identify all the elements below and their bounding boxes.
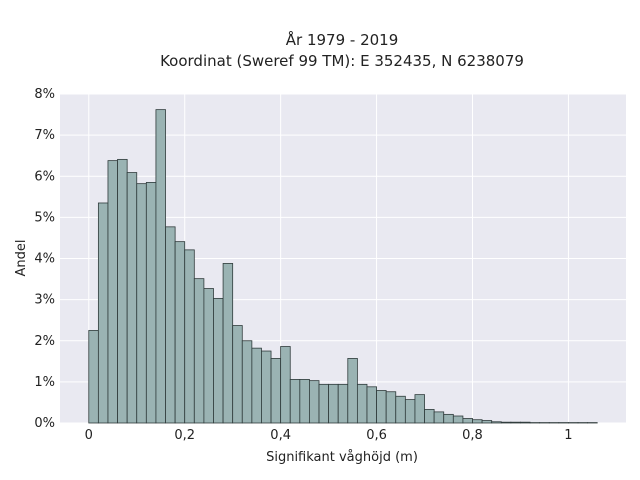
histogram-bar xyxy=(309,380,320,424)
histogram-bar xyxy=(452,415,464,424)
x-tick-label: 0,6 xyxy=(366,428,387,443)
histogram-bar xyxy=(203,288,214,424)
x-axis-ticks: 0 0,2 0,4 0,6 0,8 1 xyxy=(85,428,573,443)
y-tick-label: 2% xyxy=(34,334,55,349)
y-tick-label: 4% xyxy=(34,252,55,267)
histogram-bar xyxy=(241,340,253,424)
histogram-bar xyxy=(404,399,416,424)
histogram-bar xyxy=(433,411,445,424)
x-tick-label: 1 xyxy=(564,428,572,443)
y-tick-label: 8% xyxy=(34,87,55,102)
histogram-bar xyxy=(395,395,406,424)
histogram-bar xyxy=(299,379,310,424)
histogram-bar xyxy=(328,383,339,424)
y-axis-ticks: 0% 1% 2% 3% 4% 5% 6% 7% 8% xyxy=(34,87,55,431)
histogram-bar xyxy=(155,109,166,424)
histogram-bar xyxy=(145,182,157,424)
histogram-bar xyxy=(385,391,397,424)
histogram-bar xyxy=(289,379,301,424)
histogram-bar xyxy=(222,263,234,424)
chart-title: År 1979 - 2019 xyxy=(286,30,399,49)
histogram-bar xyxy=(414,394,425,424)
x-axis-label: Signifikant våghöjd (m) xyxy=(266,450,418,465)
histogram-bars xyxy=(88,109,598,424)
histogram-bar xyxy=(126,172,138,424)
histogram-bar xyxy=(520,421,531,424)
histogram-bar xyxy=(472,419,483,424)
y-tick-label: 3% xyxy=(34,293,55,308)
y-tick-label: 7% xyxy=(34,128,55,143)
histogram-bar xyxy=(481,420,493,424)
x-tick-label: 0,8 xyxy=(462,428,483,443)
y-tick-label: 6% xyxy=(34,169,55,184)
histogram-bar xyxy=(318,383,330,424)
histogram-bar xyxy=(280,346,291,424)
y-axis-label: Andel xyxy=(14,240,29,277)
y-tick-label: 0% xyxy=(34,416,55,431)
histogram-bar xyxy=(97,202,109,424)
histogram-bar xyxy=(366,386,377,424)
histogram-bar xyxy=(117,158,128,424)
histogram-bar xyxy=(261,350,272,424)
x-tick-label: 0 xyxy=(85,428,93,443)
histogram-bar xyxy=(165,226,176,424)
histogram-bar xyxy=(136,183,147,424)
histogram-bar xyxy=(88,330,99,424)
histogram-bar xyxy=(107,160,118,424)
x-tick-label: 0,4 xyxy=(270,428,291,443)
histogram-bar xyxy=(337,383,349,424)
histogram-bar xyxy=(251,347,262,424)
histogram-bar xyxy=(491,421,502,424)
histogram-bar xyxy=(462,418,473,424)
histogram-bar xyxy=(184,249,195,424)
histogram-bar xyxy=(193,278,205,424)
histogram-bar xyxy=(347,358,358,424)
histogram-bar xyxy=(356,383,368,424)
y-tick-label: 5% xyxy=(34,210,55,225)
histogram-bar xyxy=(500,421,512,424)
histogram-bar xyxy=(443,413,454,424)
histogram-bar xyxy=(174,241,186,424)
histogram-bar xyxy=(510,421,521,424)
chart-subtitle: Koordinat (Sweref 99 TM): E 352435, N 62… xyxy=(160,52,524,70)
y-tick-label: 1% xyxy=(34,375,55,390)
histogram-bar xyxy=(376,390,387,424)
x-tick-label: 0,2 xyxy=(174,428,195,443)
histogram-bar xyxy=(213,297,224,424)
histogram-bar xyxy=(232,325,243,424)
histogram-bar xyxy=(424,409,435,424)
histogram-bar xyxy=(270,358,282,424)
